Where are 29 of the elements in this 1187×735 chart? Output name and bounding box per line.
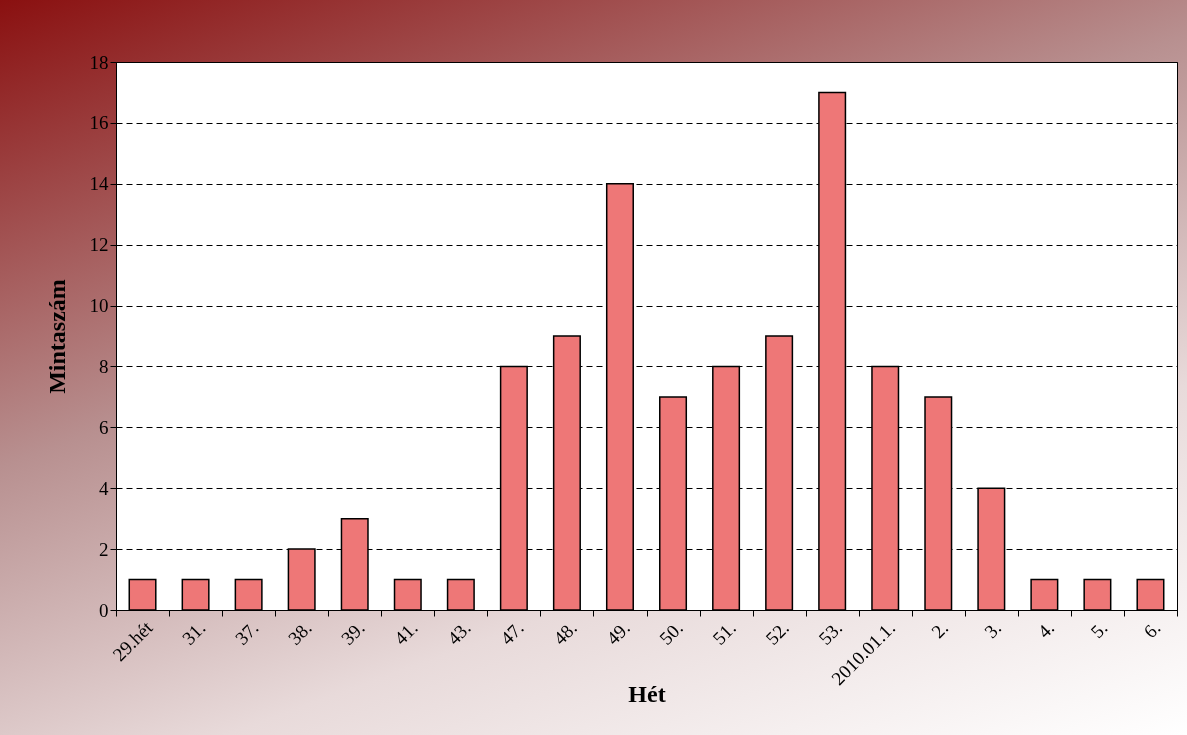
y-tick-label: 6	[99, 416, 109, 438]
y-tick-label: 18	[89, 51, 109, 73]
x-tick-label: 6.	[1139, 617, 1165, 643]
x-tick-label: 43.	[443, 617, 475, 649]
y-tick-label: 14	[89, 173, 109, 195]
x-tick-label: 38.	[283, 617, 316, 649]
y-tick-label: 8	[99, 355, 109, 377]
x-tick-label: 51.	[708, 617, 741, 649]
y-tick-label: 10	[89, 295, 109, 317]
y-tick-label: 12	[89, 234, 109, 256]
x-axis-title: Hét	[628, 681, 666, 708]
x-tick-label: 4.	[1033, 617, 1059, 643]
x-tick-label: 3.	[980, 617, 1006, 643]
x-tick-label: 5.	[1086, 617, 1112, 643]
x-tick-label: 49.	[602, 617, 634, 649]
x-tick-label: 31.	[177, 617, 210, 649]
x-tick-label: 2.	[927, 617, 953, 643]
x-tick-label: 50.	[655, 617, 687, 649]
y-axis-title: Mintaszám	[43, 279, 70, 394]
y-tick-label: 16	[89, 112, 109, 134]
x-tick-label: 37.	[230, 617, 263, 649]
y-tick-label: 4	[99, 477, 109, 499]
x-tick-label: 41.	[390, 617, 422, 649]
x-tick-label: 48.	[549, 617, 581, 649]
x-tick-label: 47.	[496, 617, 528, 649]
y-tick-label: 0	[99, 599, 109, 621]
x-tick-label: 52.	[761, 617, 794, 649]
x-tick-label: 39.	[337, 617, 369, 649]
y-tick-label: 2	[99, 538, 109, 560]
